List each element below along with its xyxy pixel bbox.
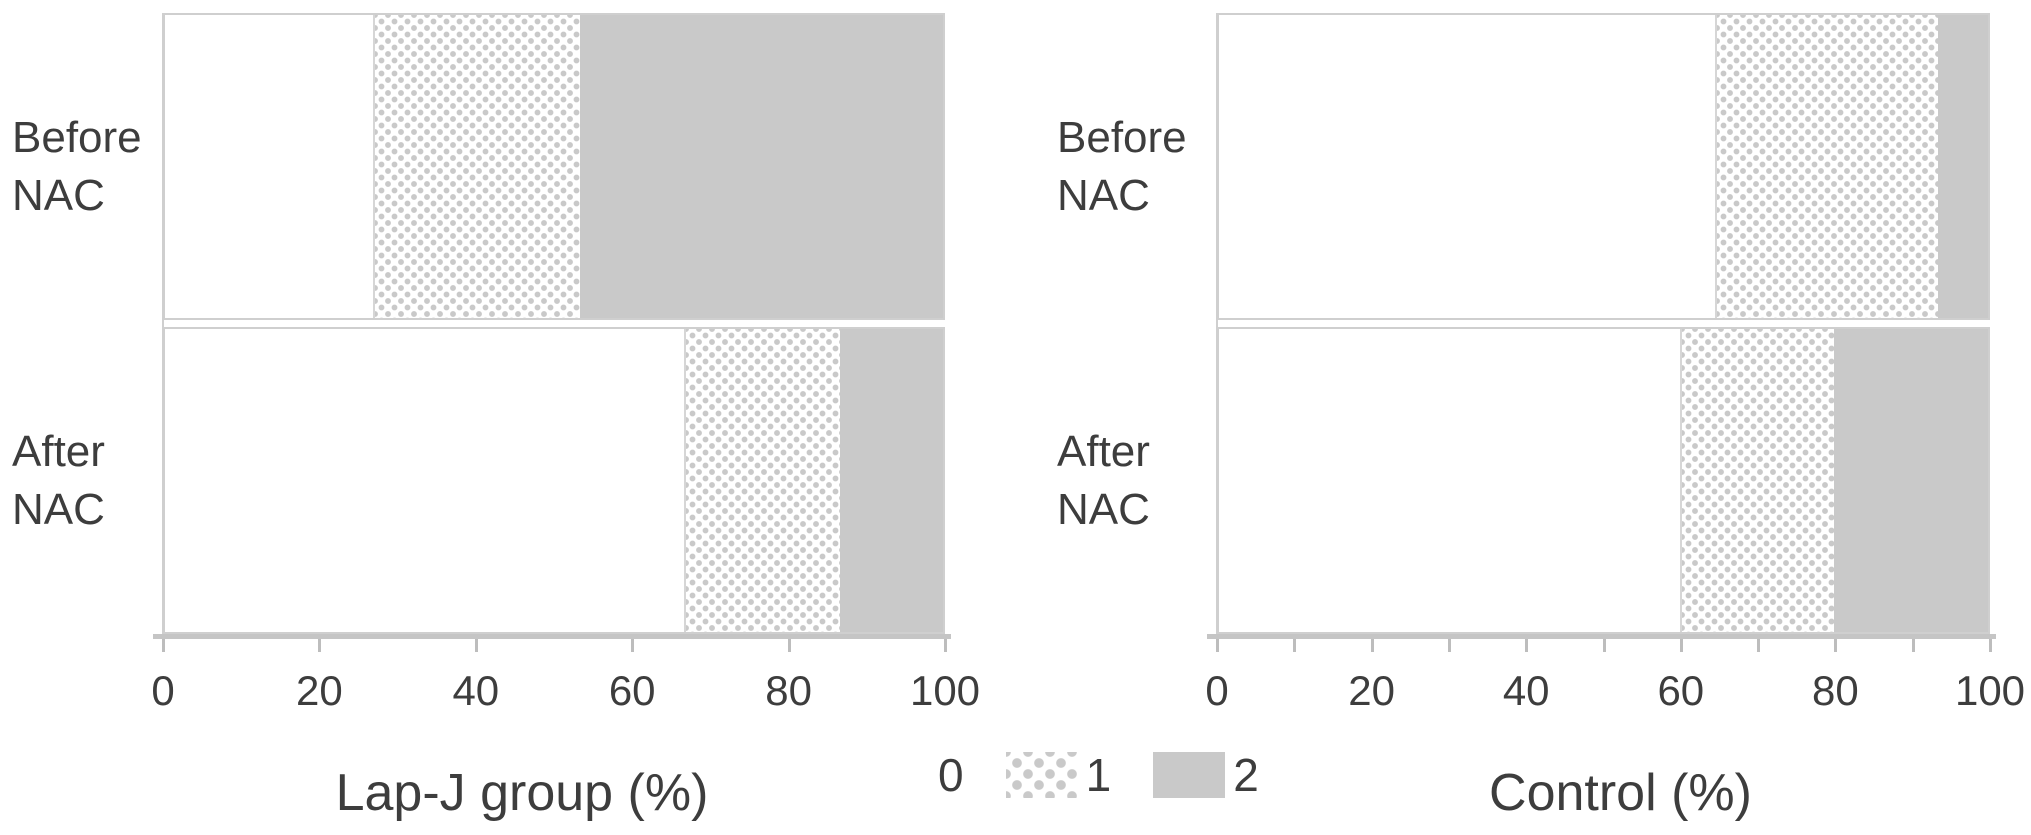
bar-segment-grade-1 (1715, 15, 1940, 318)
x-axis-tick-label: 60 (608, 667, 656, 714)
legend-item-grade-0: 0 (858, 749, 964, 801)
legend-label: 0 (938, 749, 964, 801)
x-axis-tick-label: 80 (765, 667, 812, 714)
legend-item-grade-1: 1 (1005, 749, 1112, 801)
bar-segment-grade-1 (683, 329, 842, 632)
x-axis-tick-label: 20 (1348, 667, 1395, 714)
category-label-line: After (1057, 426, 1150, 476)
category-label: Before NAC (1057, 109, 1187, 225)
bar-before-nac (1217, 13, 1990, 320)
bar-segment-grade-0 (165, 329, 684, 632)
x-axis-tick-label: 100 (1954, 667, 2026, 714)
category-label-line: NAC (1057, 170, 1150, 220)
bar-after-nac (1217, 327, 1990, 634)
bar-segment-grade-1 (1680, 329, 1837, 632)
bar-before-nac (163, 13, 945, 320)
x-axis-tick (1911, 639, 1915, 652)
x-axis-tick (1757, 639, 1761, 652)
x-axis-title: Lap-J group (%) (335, 764, 709, 822)
x-axis-tick (1602, 639, 1606, 652)
category-label-line: NAC (12, 170, 105, 220)
x-axis-tick (1679, 639, 1683, 652)
bar-segment-grade-2 (1834, 329, 1988, 632)
x-axis-tick-label: 80 (1812, 667, 1859, 714)
legend-swatch-white (858, 752, 930, 798)
legend-item-grade-2: 2 (1153, 749, 1259, 801)
category-label-line: Before (1057, 112, 1187, 162)
x-axis-tick-label: 0 (1205, 667, 1229, 714)
x-axis-tick (1216, 639, 1219, 652)
legend-label: 2 (1233, 749, 1259, 801)
x-axis-tick-label: 20 (296, 667, 343, 714)
bar-segment-grade-2 (580, 15, 943, 318)
bar-after-nac (163, 327, 945, 634)
x-axis-tick (1834, 639, 1838, 652)
x-axis-tick (944, 639, 947, 652)
x-axis-tick (787, 639, 791, 652)
x-axis-tick (631, 639, 635, 652)
category-label-line: Before (12, 112, 142, 162)
x-axis-tick (1989, 639, 1992, 652)
x-axis-title: Control (%) (1489, 764, 1752, 822)
x-axis-tick-label: 40 (452, 667, 500, 714)
x-axis-tick (162, 639, 165, 652)
bar-segment-grade-0 (1219, 329, 1681, 632)
legend-swatch-gray (1153, 752, 1226, 798)
legend: 0 1 2 (858, 749, 1259, 801)
legend-label: 1 (1085, 749, 1112, 801)
x-axis-tick-label: 0 (151, 667, 175, 714)
category-label-line: NAC (12, 484, 105, 534)
category-label-line: After (12, 426, 105, 476)
legend-swatch-dotted (1005, 752, 1078, 798)
category-label: After NAC (1057, 423, 1150, 539)
bar-segment-grade-0 (1219, 15, 1715, 318)
x-axis-tick-label: 40 (1502, 667, 1550, 714)
x-axis-tick (318, 639, 322, 652)
bar-segment-grade-0 (165, 15, 373, 318)
category-label-line: NAC (1057, 484, 1150, 534)
x-axis-tick (1293, 639, 1297, 652)
x-axis-tick (1370, 639, 1374, 652)
x-axis-line (1207, 634, 1996, 639)
x-axis-tick (474, 639, 478, 652)
x-axis-tick (1525, 639, 1529, 652)
x-axis-tick-label: 100 (909, 667, 981, 714)
x-axis-tick-label: 60 (1657, 667, 1705, 714)
x-axis-line (153, 634, 951, 639)
bar-segment-grade-2 (1938, 15, 1988, 318)
y-axis-line (162, 13, 164, 634)
y-axis-line (1216, 13, 1218, 634)
category-label: Before NAC (12, 109, 142, 225)
bar-segment-grade-1 (372, 15, 583, 318)
category-label: After NAC (12, 423, 105, 539)
x-axis-tick (1447, 639, 1451, 652)
bar-segment-grade-2 (839, 329, 943, 632)
